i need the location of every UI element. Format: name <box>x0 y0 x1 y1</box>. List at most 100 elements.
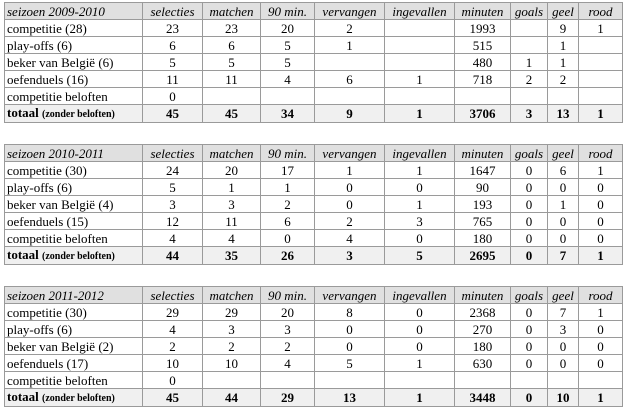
season-title: seizoen 2010-2011 <box>4 144 143 162</box>
table-cell: 23 <box>142 19 203 37</box>
table-cell: 0 <box>578 320 623 338</box>
table-cell: 0 <box>510 229 548 247</box>
table-cell <box>510 371 548 389</box>
table-cell <box>578 371 623 389</box>
table-cell <box>384 87 455 105</box>
table-cell <box>260 87 315 105</box>
total-row: totaal (zonder beloften) 45 45 34 9 1 3706 3 13 1 <box>4 104 623 123</box>
total-cell: 3706 <box>454 104 511 123</box>
table-cell: 29 <box>142 303 203 321</box>
table-cell <box>454 87 511 105</box>
column-header: minuten <box>454 286 511 304</box>
table-cell: 0 <box>510 320 548 338</box>
total-cell: 1 <box>578 246 623 265</box>
table-row: oefenduels (15) 12 11 6 2 3 765 0 0 0 <box>4 212 623 230</box>
table-cell: 7 <box>547 303 579 321</box>
table-cell <box>314 87 385 105</box>
row-label: play-offs (6) <box>4 178 143 196</box>
table-cell: 11 <box>142 70 203 88</box>
table-cell: 5 <box>202 53 261 71</box>
total-cell: 1 <box>578 388 623 407</box>
table-row: competitie beloften 0 <box>4 371 623 389</box>
row-label: competitie (30) <box>4 161 143 179</box>
table-cell: 0 <box>142 87 203 105</box>
table-cell: 0 <box>547 178 579 196</box>
table-cell: 1 <box>202 178 261 196</box>
season-table: seizoen 2011-2012 selecties matchen 90 min.… <box>4 286 623 407</box>
column-header: matchen <box>202 286 261 304</box>
table-cell: 29 <box>202 303 261 321</box>
table-cell: 5 <box>260 53 315 71</box>
total-cell: 35 <box>202 246 261 265</box>
total-cell: 45 <box>202 104 261 123</box>
table-cell: 0 <box>578 354 623 372</box>
total-cell: 2695 <box>454 246 511 265</box>
table-cell: 9 <box>547 19 579 37</box>
table-cell <box>578 87 623 105</box>
table-cell: 0 <box>384 320 455 338</box>
row-label: competitie (30) <box>4 303 143 321</box>
table-cell: 6 <box>314 70 385 88</box>
table-cell: 0 <box>547 212 579 230</box>
table-cell: 10 <box>202 354 261 372</box>
table-cell: 20 <box>202 161 261 179</box>
table-cell: 20 <box>260 303 315 321</box>
table-cell: 5 <box>260 36 315 54</box>
total-label: totaal <box>7 105 39 121</box>
table-cell: 1 <box>578 19 623 37</box>
total-cell: 10 <box>547 388 579 407</box>
column-header: ingevallen <box>384 144 455 162</box>
table-cell: 0 <box>547 337 579 355</box>
column-header: ingevallen <box>384 2 455 20</box>
table-cell: 4 <box>260 354 315 372</box>
total-cell: 1 <box>578 104 623 123</box>
table-row: oefenduels (16) 11 11 4 6 1 718 2 2 <box>4 70 623 88</box>
table-cell: 1 <box>547 36 579 54</box>
table-cell: 2 <box>314 19 385 37</box>
total-cell: 0 <box>510 246 548 265</box>
table-cell: 5 <box>142 53 203 71</box>
table-cell: 4 <box>260 70 315 88</box>
table-cell <box>510 36 548 54</box>
table-cell: 0 <box>578 212 623 230</box>
column-header: geel <box>547 286 579 304</box>
total-label-cell: totaal (zonder beloften) <box>4 104 143 123</box>
table-cell: 2 <box>547 70 579 88</box>
total-cell: 34 <box>260 104 315 123</box>
table-cell: 0 <box>578 229 623 247</box>
table-cell: 3 <box>202 195 261 213</box>
table-cell: 0 <box>384 303 455 321</box>
column-header: vervangen <box>314 2 385 20</box>
row-label: beker van België (4) <box>4 195 143 213</box>
table-cell: 2 <box>142 337 203 355</box>
total-cell: 1 <box>384 388 455 407</box>
table-cell: 2368 <box>454 303 511 321</box>
column-header: ingevallen <box>384 286 455 304</box>
total-cell: 1 <box>384 104 455 123</box>
total-row: totaal (zonder beloften) 44 35 26 3 5 2695 0 7 1 <box>4 246 623 265</box>
table-row: beker van België (6) 5 5 5 480 1 1 <box>4 53 623 71</box>
table-cell: 0 <box>314 320 385 338</box>
table-cell: 0 <box>314 178 385 196</box>
table-cell: 11 <box>202 212 261 230</box>
table-cell <box>578 36 623 54</box>
header-row: seizoen 2011-2012 selecties matchen 90 min.… <box>4 286 623 304</box>
total-label: totaal <box>7 247 39 263</box>
table-cell <box>547 87 579 105</box>
column-header: selecties <box>142 144 203 162</box>
table-cell <box>454 371 511 389</box>
total-cell: 13 <box>547 104 579 123</box>
column-header: selecties <box>142 286 203 304</box>
table-cell <box>202 371 261 389</box>
table-cell: 630 <box>454 354 511 372</box>
total-cell: 26 <box>260 246 315 265</box>
column-header: 90 min. <box>260 2 315 20</box>
table-cell: 1 <box>384 354 455 372</box>
table-cell: 3 <box>384 212 455 230</box>
table-row: competitie (30) 24 20 17 1 1 1647 0 6 1 <box>4 161 623 179</box>
row-label: play-offs (6) <box>4 36 143 54</box>
column-header: minuten <box>454 144 511 162</box>
table-cell: 1 <box>384 161 455 179</box>
table-cell: 0 <box>510 195 548 213</box>
total-note: (zonder beloften) <box>42 393 115 404</box>
